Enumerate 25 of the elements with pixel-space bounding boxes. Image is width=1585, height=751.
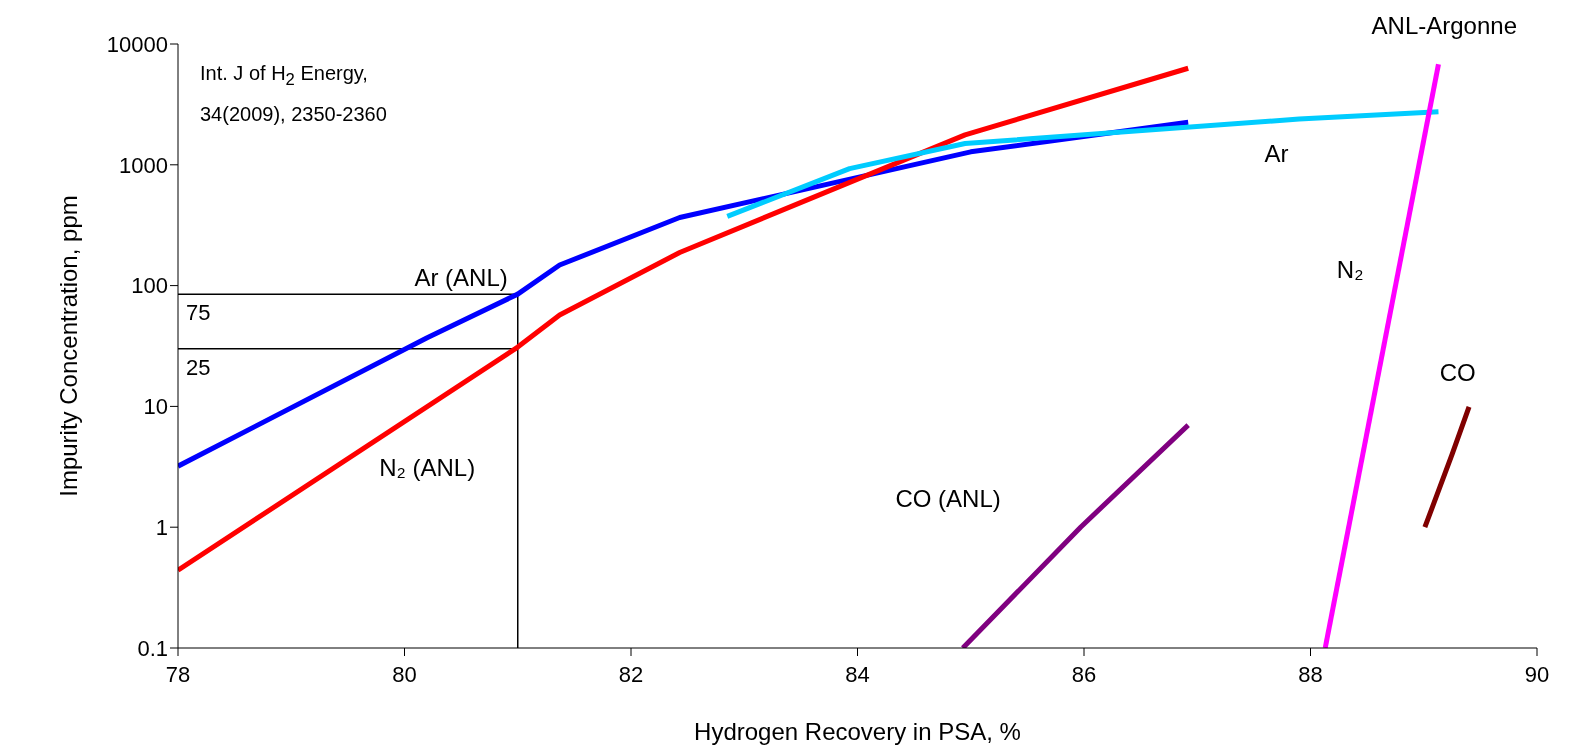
series-label: Ar [1264, 139, 1289, 168]
y-tick-label: 10000 [106, 31, 168, 57]
x-tick-label: 82 [618, 661, 644, 687]
x-tick-label: 88 [1298, 661, 1323, 687]
annotation: Int. J of H$_{2}$ Energy, 34(2009), 2350-2360 [200, 62, 387, 125]
series-label: N₂ [1336, 256, 1364, 285]
series-label: N₂ (ANL) [379, 453, 476, 482]
y-tick-label: 0.1 [137, 635, 168, 661]
x-axis-title: Hydrogen Recovery in PSA, % [694, 718, 1021, 745]
x-tick-label: 78 [165, 661, 191, 687]
annotation: 25 [186, 354, 211, 380]
y-tick-label: 10 [143, 394, 168, 420]
series-label: Ar (ANL) [414, 264, 508, 293]
series-label: CO [1439, 358, 1476, 387]
annotation: 75 [186, 300, 211, 326]
x-tick-label: 90 [1524, 661, 1550, 687]
x-tick-label: 80 [392, 661, 417, 687]
x-tick-label: 86 [1071, 661, 1097, 687]
x-tick-label: 84 [845, 661, 870, 687]
y-tick-label: 1 [155, 515, 168, 541]
y-axis-title: Impurity Concentration, ppm [54, 195, 82, 497]
text: CO (ANL) [895, 485, 1001, 514]
y-tick-label: 1000 [119, 152, 168, 178]
y-tick-label: 100 [131, 273, 168, 299]
text: ANL-Argonne [1371, 12, 1517, 39]
